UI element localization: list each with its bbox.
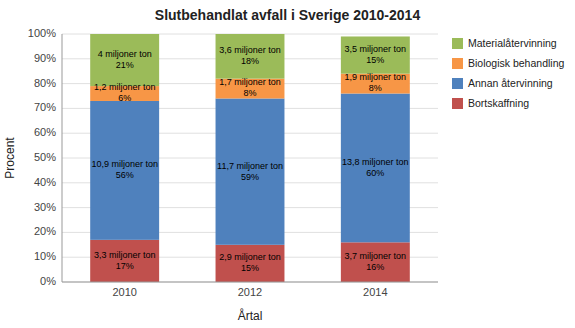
legend-swatch: [452, 38, 463, 49]
data-label: 3,3 miljoner ton17%: [94, 250, 156, 271]
x-tick-label: 2014: [363, 286, 387, 298]
bar-segment: [90, 101, 159, 240]
data-label-line: 11,7 miljoner ton: [217, 161, 283, 171]
data-label: 3,7 miljoner ton16%: [345, 251, 407, 272]
data-label-line: 21%: [116, 60, 134, 70]
x-axis: 2010 2012 2014: [112, 286, 387, 298]
data-label: 2,9 miljoner ton15%: [219, 252, 281, 273]
grid-line: [62, 282, 438, 283]
data-label-line: 3,3 miljoner ton: [94, 250, 156, 260]
data-label-line: 18%: [241, 56, 259, 66]
y-axis-line: [62, 34, 63, 282]
y-tick-label: 40%: [34, 176, 56, 188]
data-label-line: 3,6 miljoner ton: [219, 45, 281, 55]
data-label-line: 3,5 miljoner ton: [345, 44, 407, 54]
data-label-line: 10,9 miljoner ton: [91, 159, 158, 169]
data-label-line: 16%: [366, 262, 384, 272]
data-label: 3,6 miljoner ton18%: [219, 45, 281, 66]
bar-segment: [90, 34, 159, 86]
y-tick-label: 90%: [34, 52, 56, 64]
data-label-line: 2,9 miljoner ton: [219, 252, 281, 262]
y-tick-label: 100%: [28, 27, 56, 39]
data-label-line: 6%: [118, 93, 131, 103]
y-axis: 0% 10% 20% 30% 40% 50% 60% 70% 80% 90% 100%: [28, 27, 56, 287]
legend-swatch: [452, 98, 463, 109]
data-label-line: 15%: [241, 263, 259, 273]
bar-segment: [341, 242, 410, 282]
data-label: 1,7 miljoner ton8%: [219, 77, 281, 98]
bar-segment: [216, 245, 285, 282]
data-label-line: 3,7 miljoner ton: [345, 251, 407, 261]
bar-segment: [341, 94, 410, 243]
chart: 0% 10% 20% 30% 40% 50% 60% 70% 80% 90% 100% 3,3 mil…: [0, 0, 575, 328]
legend-label: Materialåtervinning: [468, 37, 557, 49]
x-tick-label: 2010: [112, 286, 136, 298]
title: Slutbehandlat avfall i Sverige 2010-2014: [155, 7, 421, 23]
bar-segment: [341, 36, 410, 73]
data-label-line: 8%: [369, 83, 382, 93]
y-axis-label: Procent: [3, 137, 17, 179]
y-tick-label: 80%: [34, 77, 56, 89]
y-tick-label: 30%: [34, 201, 56, 213]
data-label: 1,2 miljoner ton6%: [94, 82, 156, 103]
data-label: 11,7 miljoner ton59%: [217, 161, 283, 182]
legend-label: Annan återvinning: [468, 77, 553, 89]
bar-segment: [216, 34, 285, 79]
data-label: 4 miljoner ton21%: [98, 49, 152, 70]
grid: [62, 34, 438, 282]
x-tick-label: 2012: [238, 286, 262, 298]
data-labels: 3,3 miljoner ton17%2,9 miljoner ton15%3,…: [91, 44, 408, 273]
legend: Materialåtervinning Biologisk behandling A…: [452, 37, 564, 109]
data-label: 3,5 miljoner ton15%: [345, 44, 407, 65]
y-tick-label: 20%: [34, 225, 56, 237]
y-tick-label: 70%: [34, 101, 56, 113]
data-label-line: 15%: [366, 55, 384, 65]
data-label-line: 13,8 miljoner ton: [342, 157, 409, 167]
y-tick-label: 60%: [34, 126, 56, 138]
data-label-line: 17%: [116, 261, 134, 271]
bar-segment: [216, 98, 285, 244]
data-label: 13,8 miljoner ton60%: [342, 157, 409, 178]
data-label-line: 56%: [116, 170, 134, 180]
bars: [90, 34, 410, 282]
x-axis-label: Årtal: [238, 308, 263, 323]
legend-swatch: [452, 58, 463, 69]
x-axis-line: [62, 282, 438, 283]
data-label-line: 60%: [366, 168, 384, 178]
legend-swatch: [452, 78, 463, 89]
y-tick-label: 10%: [34, 250, 56, 262]
data-label: 1,9 miljoner ton8%: [345, 72, 407, 93]
data-label-line: 1,2 miljoner ton: [94, 82, 156, 92]
data-label-line: 1,7 miljoner ton: [219, 77, 281, 87]
data-label-line: 1,9 miljoner ton: [345, 72, 407, 82]
bar-segment: [90, 240, 159, 282]
y-tick-label: 0%: [40, 275, 56, 287]
legend-label: Biologisk behandling: [468, 57, 564, 69]
data-label-line: 8%: [243, 88, 256, 98]
data-label-line: 59%: [241, 172, 259, 182]
data-label-line: 4 miljoner ton: [98, 49, 152, 59]
legend-label: Bortskaffning: [468, 97, 529, 109]
data-label: 10,9 miljoner ton56%: [91, 159, 158, 180]
y-tick-label: 50%: [34, 151, 56, 163]
